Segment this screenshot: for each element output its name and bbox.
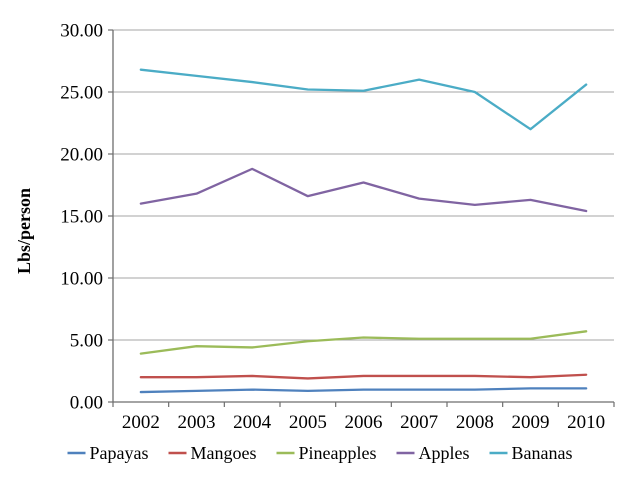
x-tick-label-2007: 2007 bbox=[400, 412, 438, 433]
x-tick-label-2003: 2003 bbox=[178, 412, 216, 433]
series-line-bananas bbox=[139, 68, 588, 131]
y-tick-label-5.00: 5.00 bbox=[70, 331, 103, 352]
x-axis-tick-labels: 2002 2003 2004 2005 2006 2007 2008 2009 2010 bbox=[122, 412, 605, 433]
y-tick-label-10.00: 10.00 bbox=[60, 269, 103, 290]
y-axis-title: Lbs/person bbox=[14, 188, 34, 274]
legend-label-pineapples: Pineapples bbox=[299, 443, 377, 463]
legend-item-mangoes: Mangoes bbox=[168, 443, 257, 463]
series-line-pineapples bbox=[139, 330, 588, 355]
x-tick-label-2008: 2008 bbox=[456, 412, 494, 433]
x-tick-label-2004: 2004 bbox=[233, 412, 272, 433]
series-lines bbox=[139, 68, 588, 394]
series-line-apples bbox=[139, 167, 588, 213]
legend-item-papayas: Papayas bbox=[67, 443, 149, 463]
legend-label-papayas: Papayas bbox=[90, 443, 149, 463]
legend: Papayas Mangoes Pineapples Apples Bananas bbox=[67, 443, 573, 463]
y-tick-label-20.00: 20.00 bbox=[60, 145, 103, 166]
series-line-mangoes bbox=[139, 373, 588, 380]
y-tick-label-0.00: 0.00 bbox=[70, 393, 103, 414]
y-tick-label-25.00: 25.00 bbox=[60, 83, 103, 104]
y-tick-label-15.00: 15.00 bbox=[60, 207, 103, 228]
series-line-papayas bbox=[139, 387, 588, 394]
y-tick-label-30.00: 30.00 bbox=[60, 21, 103, 42]
axis-ticks bbox=[108, 29, 615, 407]
legend-item-bananas: Bananas bbox=[489, 443, 573, 463]
x-tick-label-2002: 2002 bbox=[122, 412, 160, 433]
legend-label-mangoes: Mangoes bbox=[191, 443, 257, 463]
legend-item-pineapples: Pineapples bbox=[276, 443, 377, 463]
legend-label-bananas: Bananas bbox=[512, 443, 573, 463]
x-tick-label-2009: 2009 bbox=[512, 412, 550, 433]
y-axis-tick-labels: 0.00 5.00 10.00 15.00 20.00 25.00 30.00 bbox=[60, 21, 103, 414]
x-tick-label-2005: 2005 bbox=[289, 412, 327, 433]
x-tick-label-2010: 2010 bbox=[567, 412, 605, 433]
legend-label-apples: Apples bbox=[419, 443, 470, 463]
x-tick-label-2006: 2006 bbox=[345, 412, 383, 433]
legend-item-apples: Apples bbox=[396, 443, 470, 463]
gridlines bbox=[113, 29, 614, 341]
